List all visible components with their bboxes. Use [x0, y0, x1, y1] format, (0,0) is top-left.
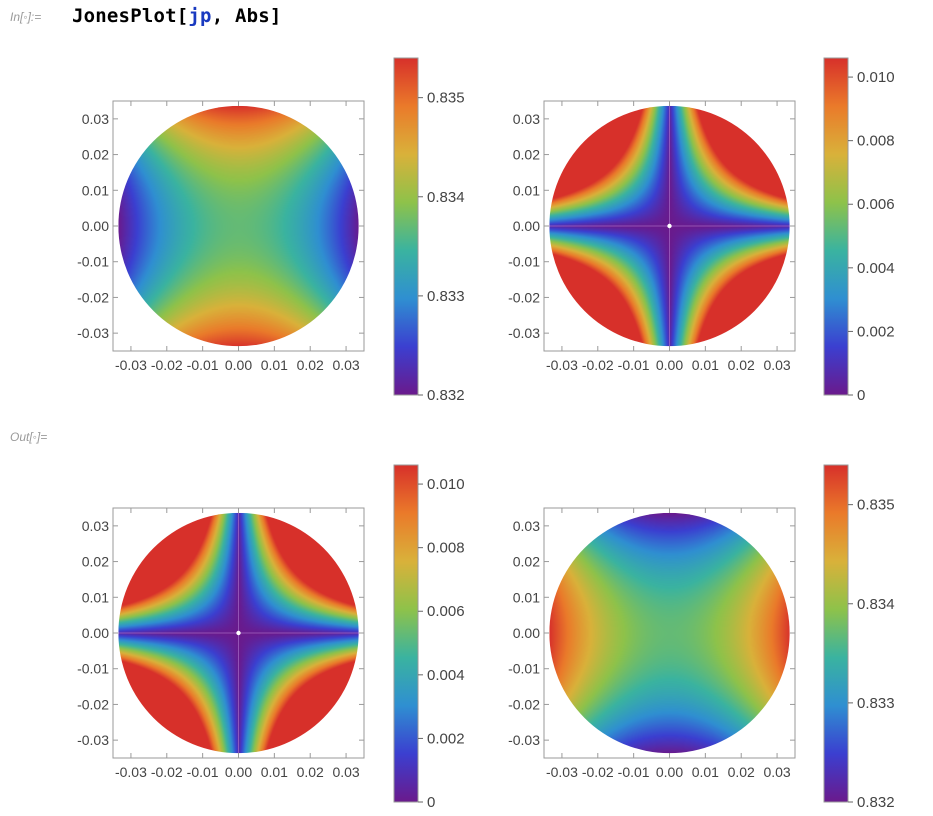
- y-tick-label: 0.00: [82, 625, 109, 641]
- y-tick-label: -0.01: [508, 254, 540, 270]
- x-tick-label: -0.02: [151, 357, 183, 373]
- x-tick-label: 0.03: [332, 357, 359, 373]
- density-disc: [118, 105, 359, 347]
- colorbar-tick-label: 0.006: [427, 603, 465, 620]
- x-tick-label: 0.02: [728, 357, 755, 373]
- colorbar-tick-label: 0.002: [427, 730, 465, 747]
- y-tick-label: -0.01: [77, 661, 109, 677]
- y-tick-label: 0.03: [82, 111, 109, 127]
- colorbar-tick-label: 0.008: [427, 540, 465, 557]
- x-tick-label: 0.03: [332, 764, 359, 780]
- open-bracket: [: [176, 5, 189, 27]
- y-tick-label: 0.03: [82, 518, 109, 534]
- x-tick-label: -0.03: [115, 764, 147, 780]
- density-plot-bottom-left: 0.030.020.010.00-0.01-0.02-0.03-0.03 -0.0…: [77, 464, 465, 811]
- y-tick-label: -0.01: [508, 661, 540, 677]
- colorbar-tick-label: 0.835: [427, 90, 465, 107]
- y-tick-label: 0.00: [513, 625, 540, 641]
- colorbar-tick-label: 0.006: [857, 196, 895, 213]
- y-tick-label: 0.02: [513, 554, 540, 570]
- x-tick-label: 0.00: [225, 357, 252, 373]
- x-tick-label: 0.02: [297, 764, 324, 780]
- x-tick-label: -0.01: [187, 357, 219, 373]
- y-tick-label: -0.02: [508, 289, 540, 305]
- colorbar-tick-label: 0.004: [857, 260, 895, 277]
- colorbar-tick-label: 0.834: [857, 596, 895, 613]
- y-tick-label: -0.03: [77, 732, 109, 748]
- y-tick-label: -0.02: [77, 289, 109, 305]
- argument-jp: jp: [188, 5, 212, 27]
- x-tick-label: 0.01: [692, 357, 719, 373]
- colorbar: [823, 464, 849, 803]
- y-tick-label: 0.00: [513, 218, 540, 234]
- y-tick-label: 0.00: [82, 218, 109, 234]
- colorbar: [393, 464, 419, 803]
- colorbar: [823, 57, 849, 396]
- colorbar-tick-label: 0.010: [857, 69, 895, 86]
- x-tick-label: 0.00: [225, 764, 252, 780]
- y-tick-label: -0.01: [77, 254, 109, 270]
- y-tick-label: -0.02: [77, 696, 109, 712]
- input-cell-label: In[◦]:=: [10, 10, 42, 24]
- x-tick-label: 0.00: [656, 357, 683, 373]
- x-tick-label: 0.01: [261, 764, 288, 780]
- y-tick-label: 0.01: [513, 182, 540, 198]
- comma: ,: [211, 5, 235, 27]
- x-tick-label: -0.03: [546, 357, 578, 373]
- x-tick-label: 0.02: [297, 357, 324, 373]
- colorbar-tick-label: 0.835: [857, 497, 895, 514]
- colorbar-tick-label: 0.832: [427, 387, 465, 404]
- x-tick-label: -0.01: [187, 764, 219, 780]
- y-tick-label: 0.03: [513, 111, 540, 127]
- density-plot-top-right: 0.030.020.010.00-0.01-0.02-0.03-0.03 -0.0…: [508, 57, 895, 404]
- y-tick-label: -0.03: [508, 732, 540, 748]
- x-tick-label: 0.01: [261, 357, 288, 373]
- x-tick-label: -0.03: [546, 764, 578, 780]
- colorbar-tick-label: 0.004: [427, 667, 465, 684]
- density-disc: [549, 512, 790, 754]
- colorbar-tick-label: 0.002: [857, 323, 895, 340]
- output-cell-label: Out[◦]=: [10, 430, 48, 444]
- x-tick-label: -0.03: [115, 357, 147, 373]
- colorbar: [393, 57, 419, 396]
- colorbar-tick-label: 0: [427, 794, 435, 811]
- colorbar-tick-label: 0: [857, 387, 865, 404]
- x-tick-label: 0.03: [763, 764, 790, 780]
- x-tick-label: -0.02: [582, 357, 614, 373]
- colorbar-tick-label: 0.833: [427, 288, 465, 305]
- center-point: [236, 630, 241, 636]
- x-tick-label: 0.01: [692, 764, 719, 780]
- density-plot-bottom-right: 0.030.020.010.00-0.01-0.02-0.03-0.03 -0.0…: [508, 464, 895, 811]
- argument-abs: Abs: [234, 5, 270, 27]
- y-tick-label: 0.03: [513, 518, 540, 534]
- y-tick-label: -0.02: [508, 696, 540, 712]
- x-tick-label: -0.01: [618, 357, 650, 373]
- function-name: JonesPlot: [72, 5, 177, 27]
- x-tick-label: 0.00: [656, 764, 683, 780]
- center-point: [667, 223, 672, 229]
- x-tick-label: 0.02: [728, 764, 755, 780]
- y-tick-label: 0.01: [82, 589, 109, 605]
- colorbar-tick-label: 0.834: [427, 189, 465, 206]
- colorbar-tick-label: 0.010: [427, 476, 465, 493]
- colorbar-tick-label: 0.008: [857, 133, 895, 150]
- x-tick-label: -0.02: [151, 764, 183, 780]
- x-tick-label: 0.03: [763, 357, 790, 373]
- input-code[interactable]: JonesPlot[jp, Abs]: [72, 5, 282, 27]
- colorbar-tick-label: 0.832: [857, 794, 895, 811]
- density-plot-top-left: 0.030.020.010.00-0.01-0.02-0.03-0.03 -0.0…: [77, 57, 465, 404]
- y-tick-label: 0.02: [82, 147, 109, 163]
- y-tick-label: 0.01: [513, 589, 540, 605]
- y-tick-label: 0.02: [82, 554, 109, 570]
- close-bracket: ]: [269, 5, 282, 27]
- x-tick-label: -0.01: [618, 764, 650, 780]
- x-tick-label: -0.02: [582, 764, 614, 780]
- y-tick-label: 0.02: [513, 147, 540, 163]
- y-tick-label: 0.01: [82, 182, 109, 198]
- colorbar-tick-label: 0.833: [857, 695, 895, 712]
- y-tick-label: -0.03: [508, 325, 540, 341]
- y-tick-label: -0.03: [77, 325, 109, 341]
